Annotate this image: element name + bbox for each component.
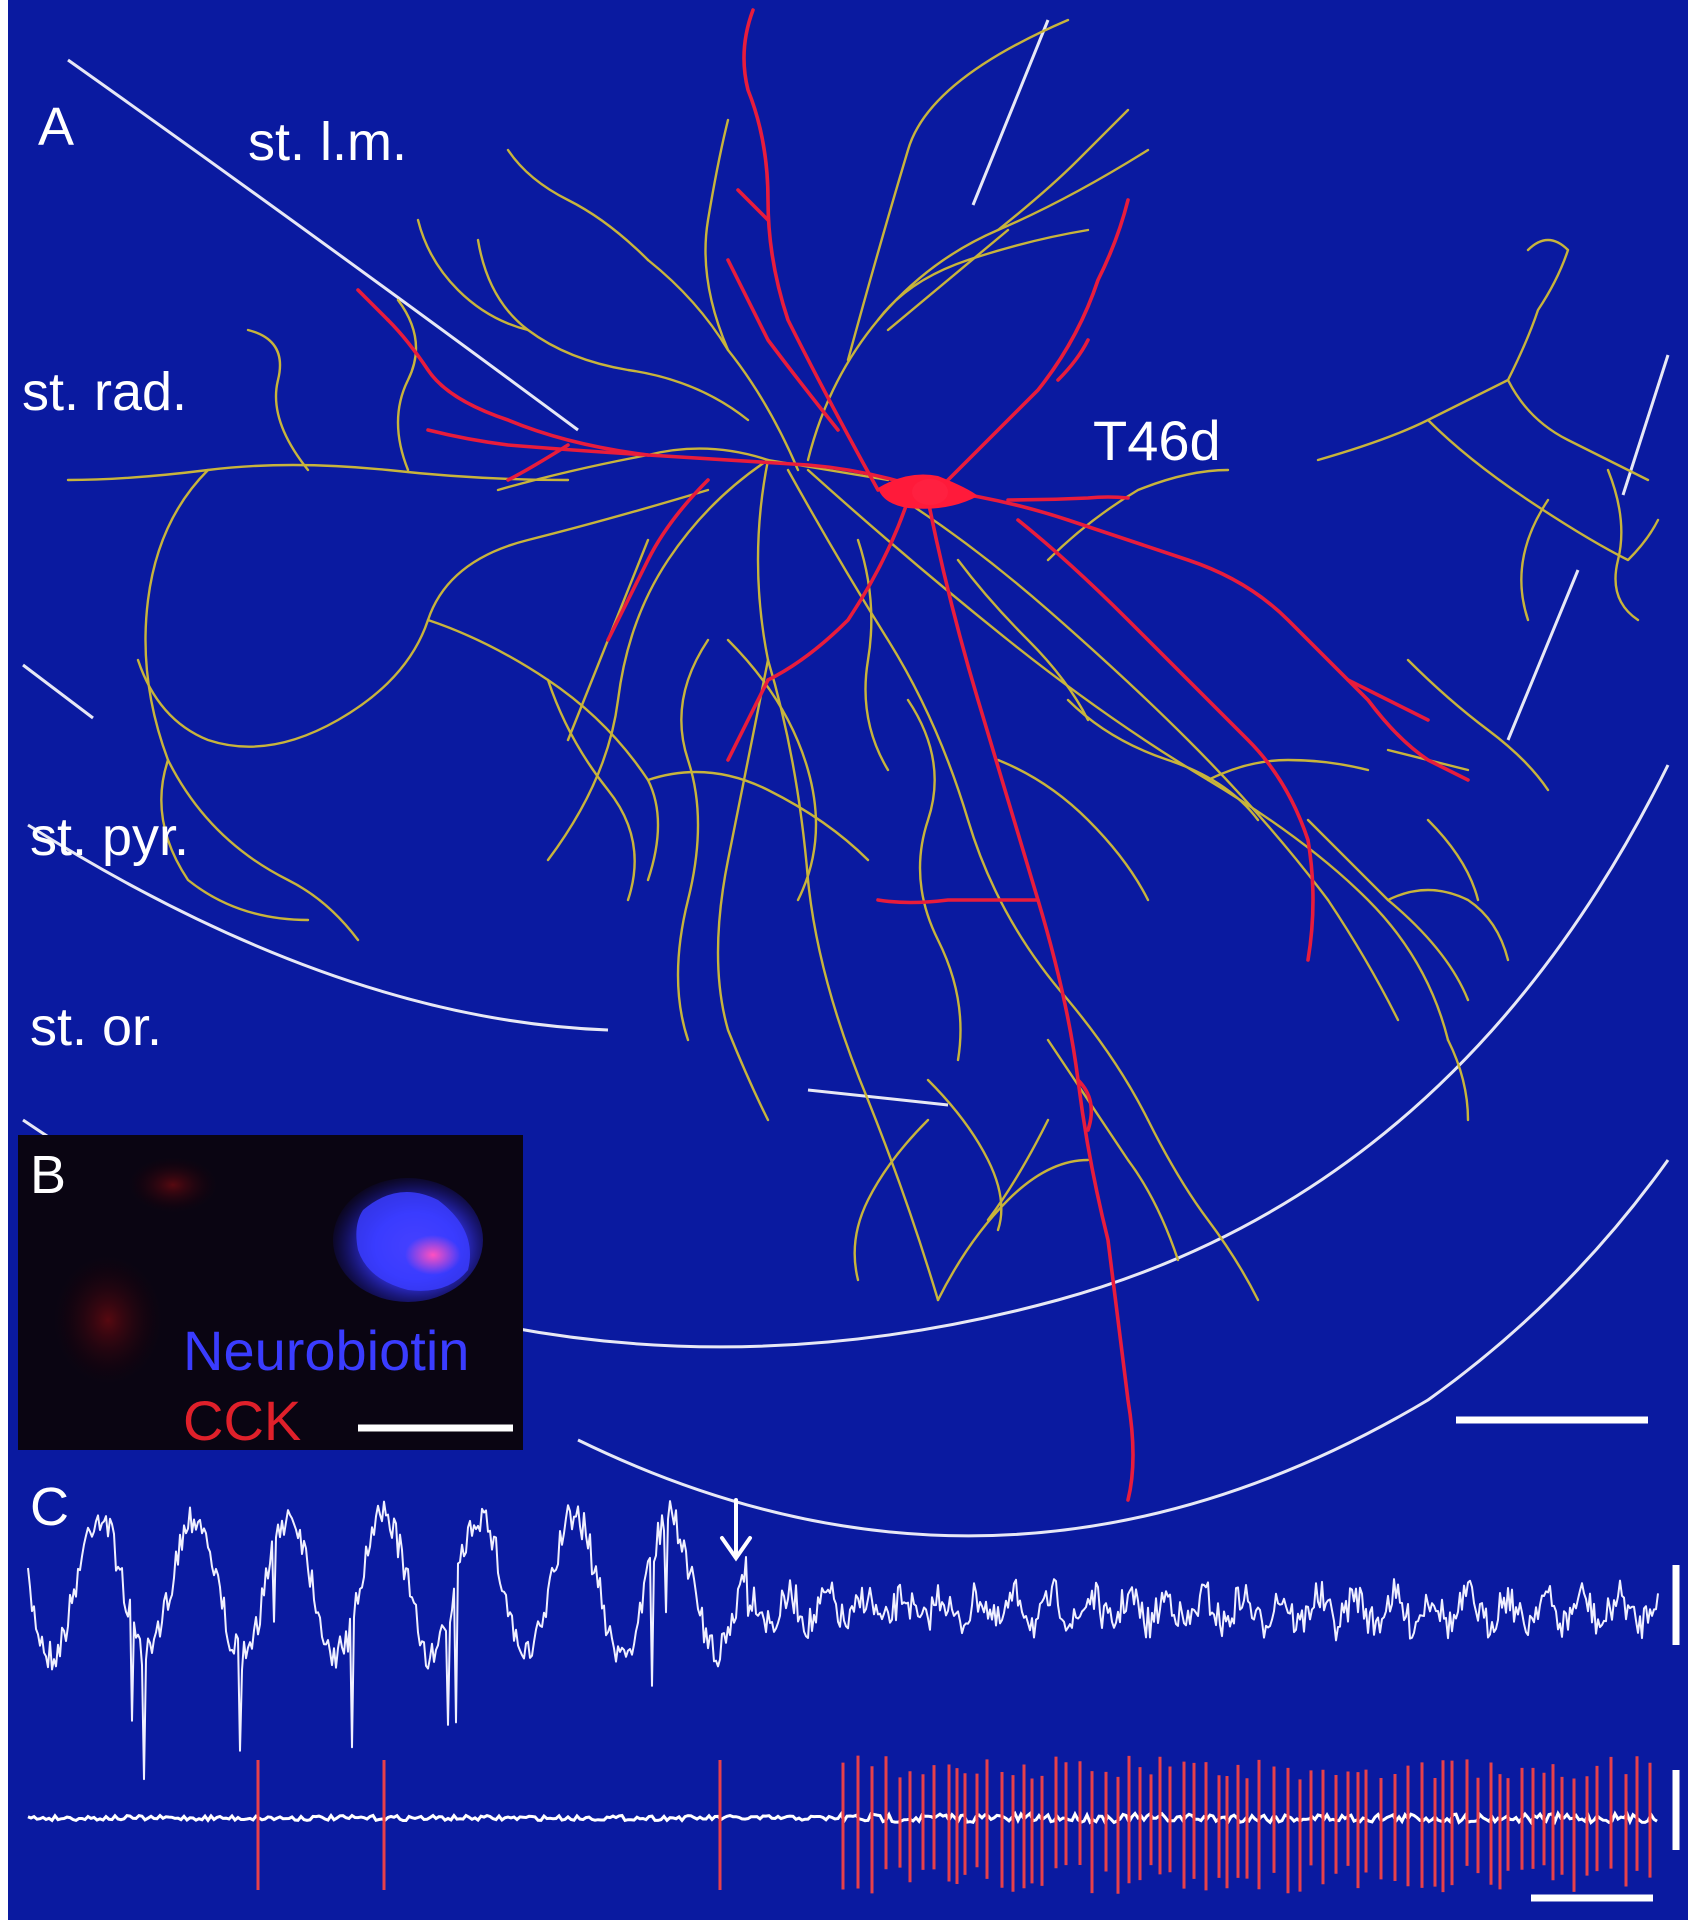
cell-label: T46d (1093, 409, 1221, 472)
panel-a-letter: A (38, 97, 74, 157)
soma (878, 474, 978, 509)
cck-label: CCK (183, 1389, 301, 1452)
panel-b-inset: B Neurobiotin CCK (18, 1135, 523, 1452)
panel-c-letter: C (30, 1477, 69, 1537)
unit-spikes (256, 1755, 1652, 1894)
figure-panel: A st. l.m. st. rad. st. pyr. st. or. T46… (8, 0, 1688, 1920)
dendrite-tree (356, 8, 1470, 1502)
layer-label-lm: st. l.m. (248, 112, 407, 172)
axon-arbor (66, 18, 1660, 1302)
neurobiotin-label: Neurobiotin (183, 1319, 469, 1382)
panel-b-letter: B (30, 1145, 66, 1205)
arrow-icon (720, 1498, 752, 1562)
layer-label-pyr: st. pyr. (30, 807, 189, 867)
lfp-trace (27, 1500, 1659, 1781)
layer-label-rad: st. rad. (22, 362, 187, 422)
layer-label-or: st. or. (30, 997, 162, 1057)
figure-canvas: A st. l.m. st. rad. st. pyr. st. or. T46… (18, 8, 1680, 1902)
